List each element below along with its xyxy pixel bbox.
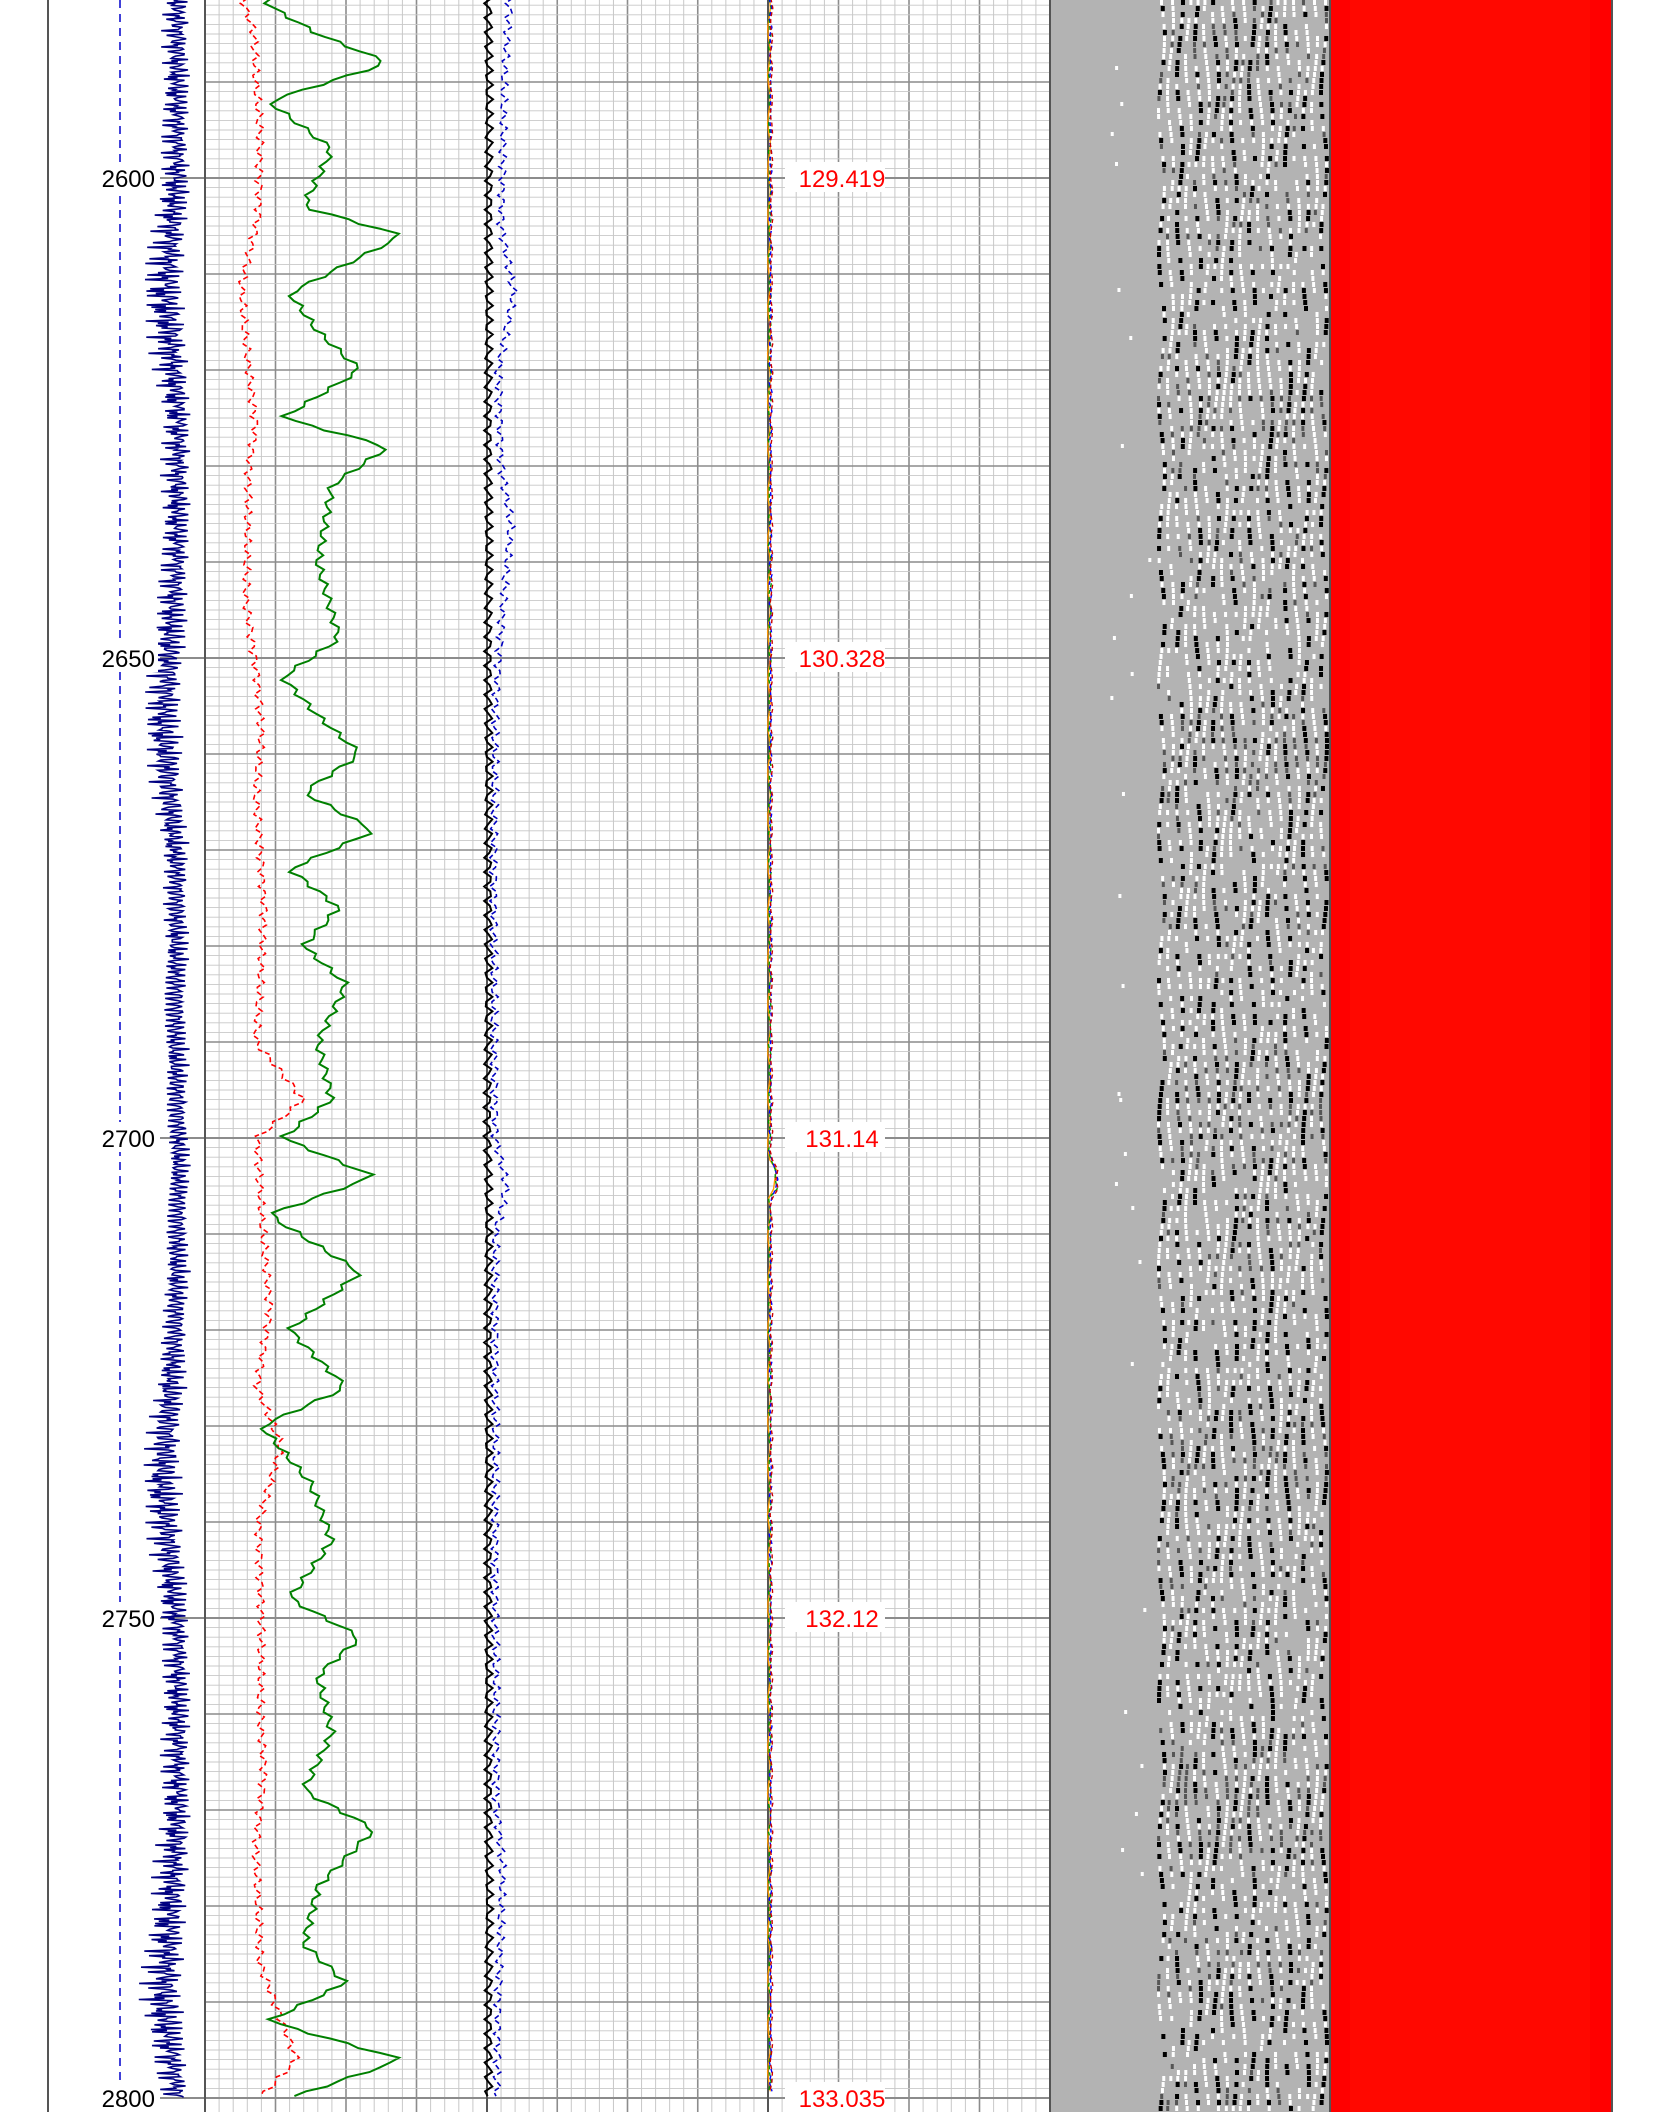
image-track-texture [1110,0,1329,2111]
depth-label: 2800 [102,2086,155,2112]
travel-time-label-background [785,2082,885,2112]
color-track [1330,0,1612,2112]
travel-time-label: 132.12 [805,1606,878,1633]
travel-time-label-background [785,162,885,192]
travel-time-label: 129.419 [799,166,886,193]
depth-label-background [92,2082,158,2112]
series-track4-curve-4 [769,0,779,2092]
series-amplitude-trace [138,0,191,2099]
track-grid [204,0,1051,2112]
travel-time-label-background [785,642,885,672]
travel-time-label: 130.328 [799,646,886,673]
series-black-curve [481,0,495,2097]
depth-label: 2600 [102,166,155,193]
travel-time-label: 133.035 [799,2086,886,2112]
series-red-dashed-curve [237,0,306,2097]
depth-label-background [92,1602,158,1632]
depth-label-background [92,642,158,672]
depth-label-background [92,1122,158,1152]
series-blue-dashed-curve [488,0,519,2097]
depth-label: 2700 [102,1126,155,1153]
color-track-shade [1350,0,1590,2112]
series-green-curve [259,0,402,2098]
series-track4-curve-2 [767,0,778,2092]
depth-label-background [92,162,158,192]
travel-time-label-background [785,1122,885,1152]
depth-label: 2750 [102,1606,155,1633]
depth-label: 2650 [102,646,155,673]
travel-time-label-background [785,1602,885,1632]
series-track4-curve-3 [768,0,779,2092]
travel-time-label: 131.14 [805,1126,878,1153]
